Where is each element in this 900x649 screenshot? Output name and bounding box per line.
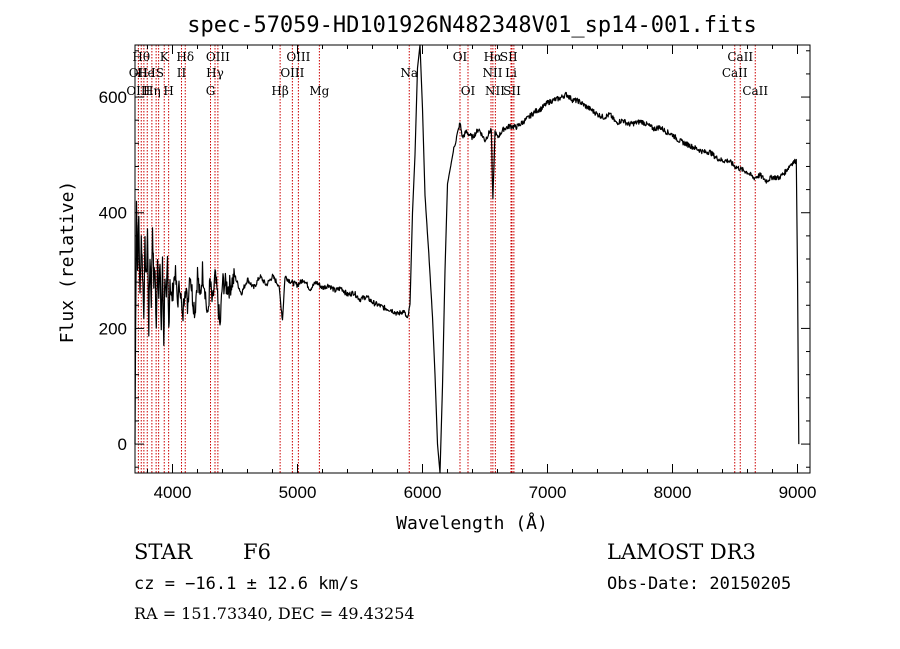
spectral-line-label: K bbox=[160, 50, 170, 64]
spectral-line-label: OIII bbox=[126, 84, 150, 98]
spectral-line-label: Hγ bbox=[206, 66, 224, 80]
spectral-line-label: Mg bbox=[309, 84, 329, 98]
spectral-line-label: CaII bbox=[727, 50, 753, 64]
spectral-line-label: OI bbox=[461, 84, 476, 98]
plot-frame bbox=[134, 44, 811, 474]
spectral-line-label: Hθ bbox=[132, 50, 150, 64]
x-axis-label: Wavelength (Å) bbox=[396, 512, 548, 534]
x-tick-label: 6000 bbox=[404, 483, 442, 502]
x-tick-label: 9000 bbox=[779, 483, 817, 502]
x-tick-label: 4000 bbox=[154, 483, 192, 502]
observation-date: Obs-Date: 20150205 bbox=[607, 574, 792, 594]
y-tick-label: 600 bbox=[99, 88, 127, 107]
spectral-line-label: SII bbox=[503, 84, 521, 98]
spectral-line-label: OIII bbox=[206, 50, 230, 64]
spectral-line-label: OIII bbox=[286, 50, 310, 64]
spectral-line-label: CaII bbox=[722, 66, 748, 80]
object-class: STAR bbox=[134, 540, 193, 564]
spectral-line-label: NII bbox=[485, 84, 505, 98]
y-tick-label: 400 bbox=[99, 204, 127, 223]
x-tick-label: 5000 bbox=[279, 483, 317, 502]
spectral-line-label: Hη bbox=[143, 84, 161, 98]
redshift-velocity: cz = −16.1 ± 12.6 km/s bbox=[134, 574, 360, 594]
y-tick-label: 200 bbox=[99, 319, 127, 338]
y-axis-label: Flux (relative) bbox=[57, 181, 78, 344]
chart-title: spec-57059-HD101926N482348V01_sp14-001.f… bbox=[187, 13, 757, 38]
spectral-line-label: Li bbox=[505, 66, 517, 80]
survey-name: LAMOST DR3 bbox=[607, 540, 756, 564]
spectral-line-label: Na bbox=[400, 66, 418, 80]
spectral-line-label: He bbox=[137, 66, 155, 80]
y-axis-ticks: 0 200 400 600 bbox=[99, 50, 810, 468]
spectral-line-label: NII bbox=[483, 66, 503, 80]
spectral-line-label: CaII bbox=[742, 84, 768, 98]
spectral-line-label: Hδ bbox=[176, 50, 194, 64]
spectral-line-label: Hβ bbox=[271, 84, 288, 98]
spectral-line-markers bbox=[137, 45, 756, 473]
spectral-line-label: Hα bbox=[484, 50, 503, 64]
spectral-line-label: IS bbox=[151, 66, 164, 80]
spectral-line-label: SII bbox=[500, 50, 518, 64]
spectral-line-label: OIII bbox=[280, 66, 304, 80]
y-tick-label: 0 bbox=[118, 435, 127, 454]
spectral-line-label: OI bbox=[453, 50, 468, 64]
x-axis-ticks: 4000 5000 6000 7000 8000 9000 bbox=[147, 45, 817, 502]
spectrum-series-line bbox=[134, 44, 800, 474]
coordinates: RA = 151.73340, DEC = 49.43254 bbox=[134, 604, 415, 623]
spectral-line-label: II bbox=[177, 66, 187, 80]
spectral-line-label: OII bbox=[129, 66, 149, 80]
x-tick-label: 7000 bbox=[529, 483, 567, 502]
x-tick-label: 8000 bbox=[654, 483, 692, 502]
spectral-line-label: H bbox=[163, 84, 173, 98]
spectral-line-label: G bbox=[206, 84, 216, 98]
spectral-subclass: F6 bbox=[243, 540, 271, 564]
spectral-line-labels: Hθ OII OIII He Hη K IS H II Hδ OIII Hγ G OIII OIII Hβ Mg… bbox=[126, 50, 768, 98]
